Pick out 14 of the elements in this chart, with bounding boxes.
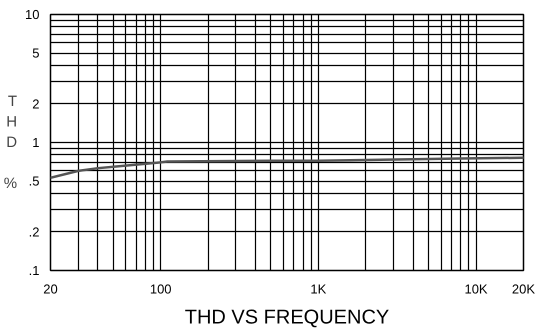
y-tick-label: 10	[25, 7, 40, 22]
x-tick-label: 100	[150, 282, 172, 296]
y-tick-label: .5	[28, 174, 40, 189]
x-tick-label: 1K	[310, 282, 327, 296]
y-tick-label: .1	[28, 263, 40, 278]
x-tick-label: 20	[43, 282, 58, 296]
x-tick-label: 20K	[512, 282, 536, 296]
y-tick-label: 2	[32, 96, 40, 112]
x-tick-label: 10K	[464, 282, 488, 296]
y-tick-label: 1	[32, 135, 40, 150]
y-tick-label: 5	[32, 46, 40, 61]
text: THD VS FREQUENCY	[184, 306, 390, 328]
y-tick-label: .2	[28, 224, 40, 240]
text: THD %	[4, 93, 18, 192]
